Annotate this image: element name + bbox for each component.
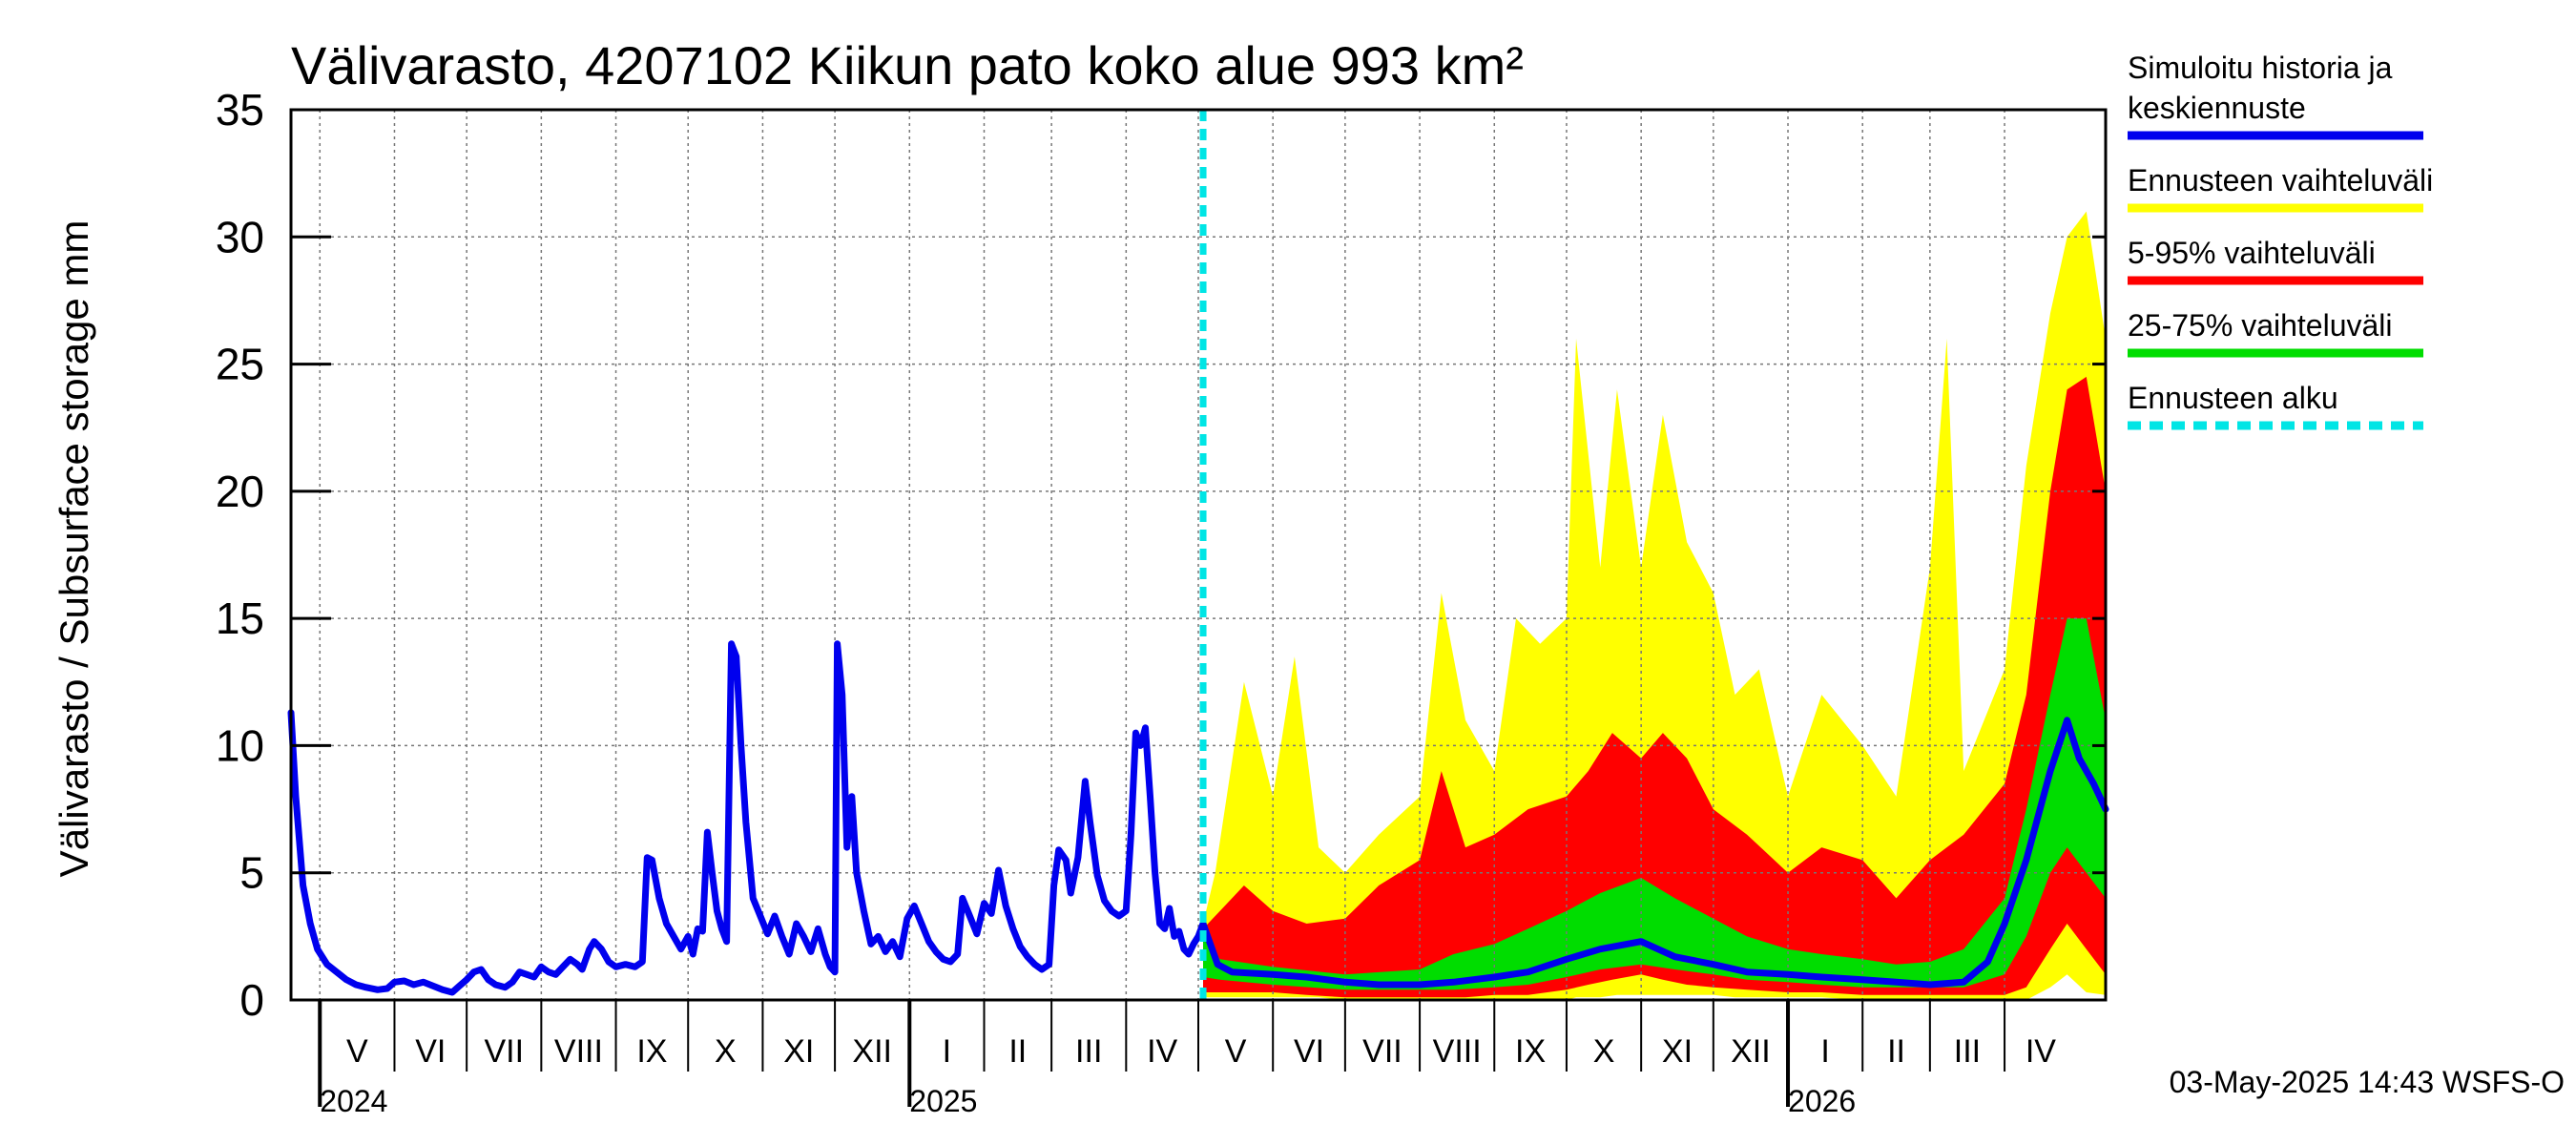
legend-label: 5-95% vaihteluväli bbox=[2128, 236, 2376, 270]
legend-label: 25-75% vaihteluväli bbox=[2128, 308, 2393, 343]
band-area bbox=[1203, 618, 2106, 990]
legend-label: Simuloitu historia ja bbox=[2128, 51, 2393, 85]
month-label: VIII bbox=[1433, 1033, 1482, 1070]
y-tick-label: 25 bbox=[216, 340, 264, 389]
month-label: VIII bbox=[554, 1033, 603, 1070]
month-label: IV bbox=[1147, 1033, 1177, 1070]
month-label: VII bbox=[484, 1033, 524, 1070]
legend: Simuloitu historia ja keskiennuste Ennuste… bbox=[2128, 51, 2433, 430]
month-label: XII bbox=[1731, 1033, 1771, 1070]
month-label: XII bbox=[852, 1033, 892, 1070]
year-label: 2025 bbox=[909, 1084, 977, 1118]
band-area bbox=[1203, 376, 2106, 998]
month-label: X bbox=[1593, 1033, 1615, 1070]
month-label: II bbox=[1008, 1033, 1027, 1070]
y-tick-label: 10 bbox=[216, 720, 264, 770]
history-line bbox=[287, 640, 1207, 996]
forecast-median-line bbox=[1199, 717, 2109, 989]
year-label: 2026 bbox=[1788, 1084, 1856, 1118]
month-label: II bbox=[1887, 1033, 1905, 1070]
month-label: I bbox=[943, 1033, 951, 1070]
month-label: V bbox=[1225, 1033, 1247, 1070]
month-label: V bbox=[346, 1033, 368, 1070]
month-label: I bbox=[1820, 1033, 1829, 1070]
month-label: III bbox=[1954, 1033, 1981, 1070]
y-tick-label: 15 bbox=[216, 593, 264, 643]
month-label: IX bbox=[636, 1033, 667, 1070]
chart-title: Välivarasto, 4207102 Kiikun pato koko al… bbox=[291, 35, 1524, 95]
month-label: VII bbox=[1362, 1033, 1402, 1070]
month-label: VI bbox=[415, 1033, 446, 1070]
month-label: X bbox=[715, 1033, 737, 1070]
band-area bbox=[1203, 211, 2106, 1001]
legend-label: keskiennuste bbox=[2128, 91, 2306, 125]
y-tick-label: 5 bbox=[239, 848, 264, 898]
month-label: XI bbox=[1662, 1033, 1693, 1070]
y-tick-label: 20 bbox=[216, 467, 264, 516]
footer-timestamp: 03-May-2025 14:43 WSFS-O bbox=[2170, 1065, 2565, 1099]
month-label: III bbox=[1075, 1033, 1102, 1070]
year-label: 2024 bbox=[320, 1084, 387, 1118]
month-label: XI bbox=[783, 1033, 814, 1070]
legend-label: Ennusteen vaihteluväli bbox=[2128, 163, 2433, 198]
y-axis-label: Välivarasto / Subsurface storage mm bbox=[52, 220, 96, 878]
month-label: VI bbox=[1294, 1033, 1324, 1070]
month-label: IX bbox=[1515, 1033, 1546, 1070]
month-label: IV bbox=[2025, 1033, 2056, 1070]
y-tick-label: 30 bbox=[216, 212, 264, 261]
legend-label: Ennusteen alku bbox=[2128, 381, 2338, 415]
y-tick-label: 35 bbox=[216, 85, 264, 135]
y-tick-label: 0 bbox=[239, 975, 264, 1025]
